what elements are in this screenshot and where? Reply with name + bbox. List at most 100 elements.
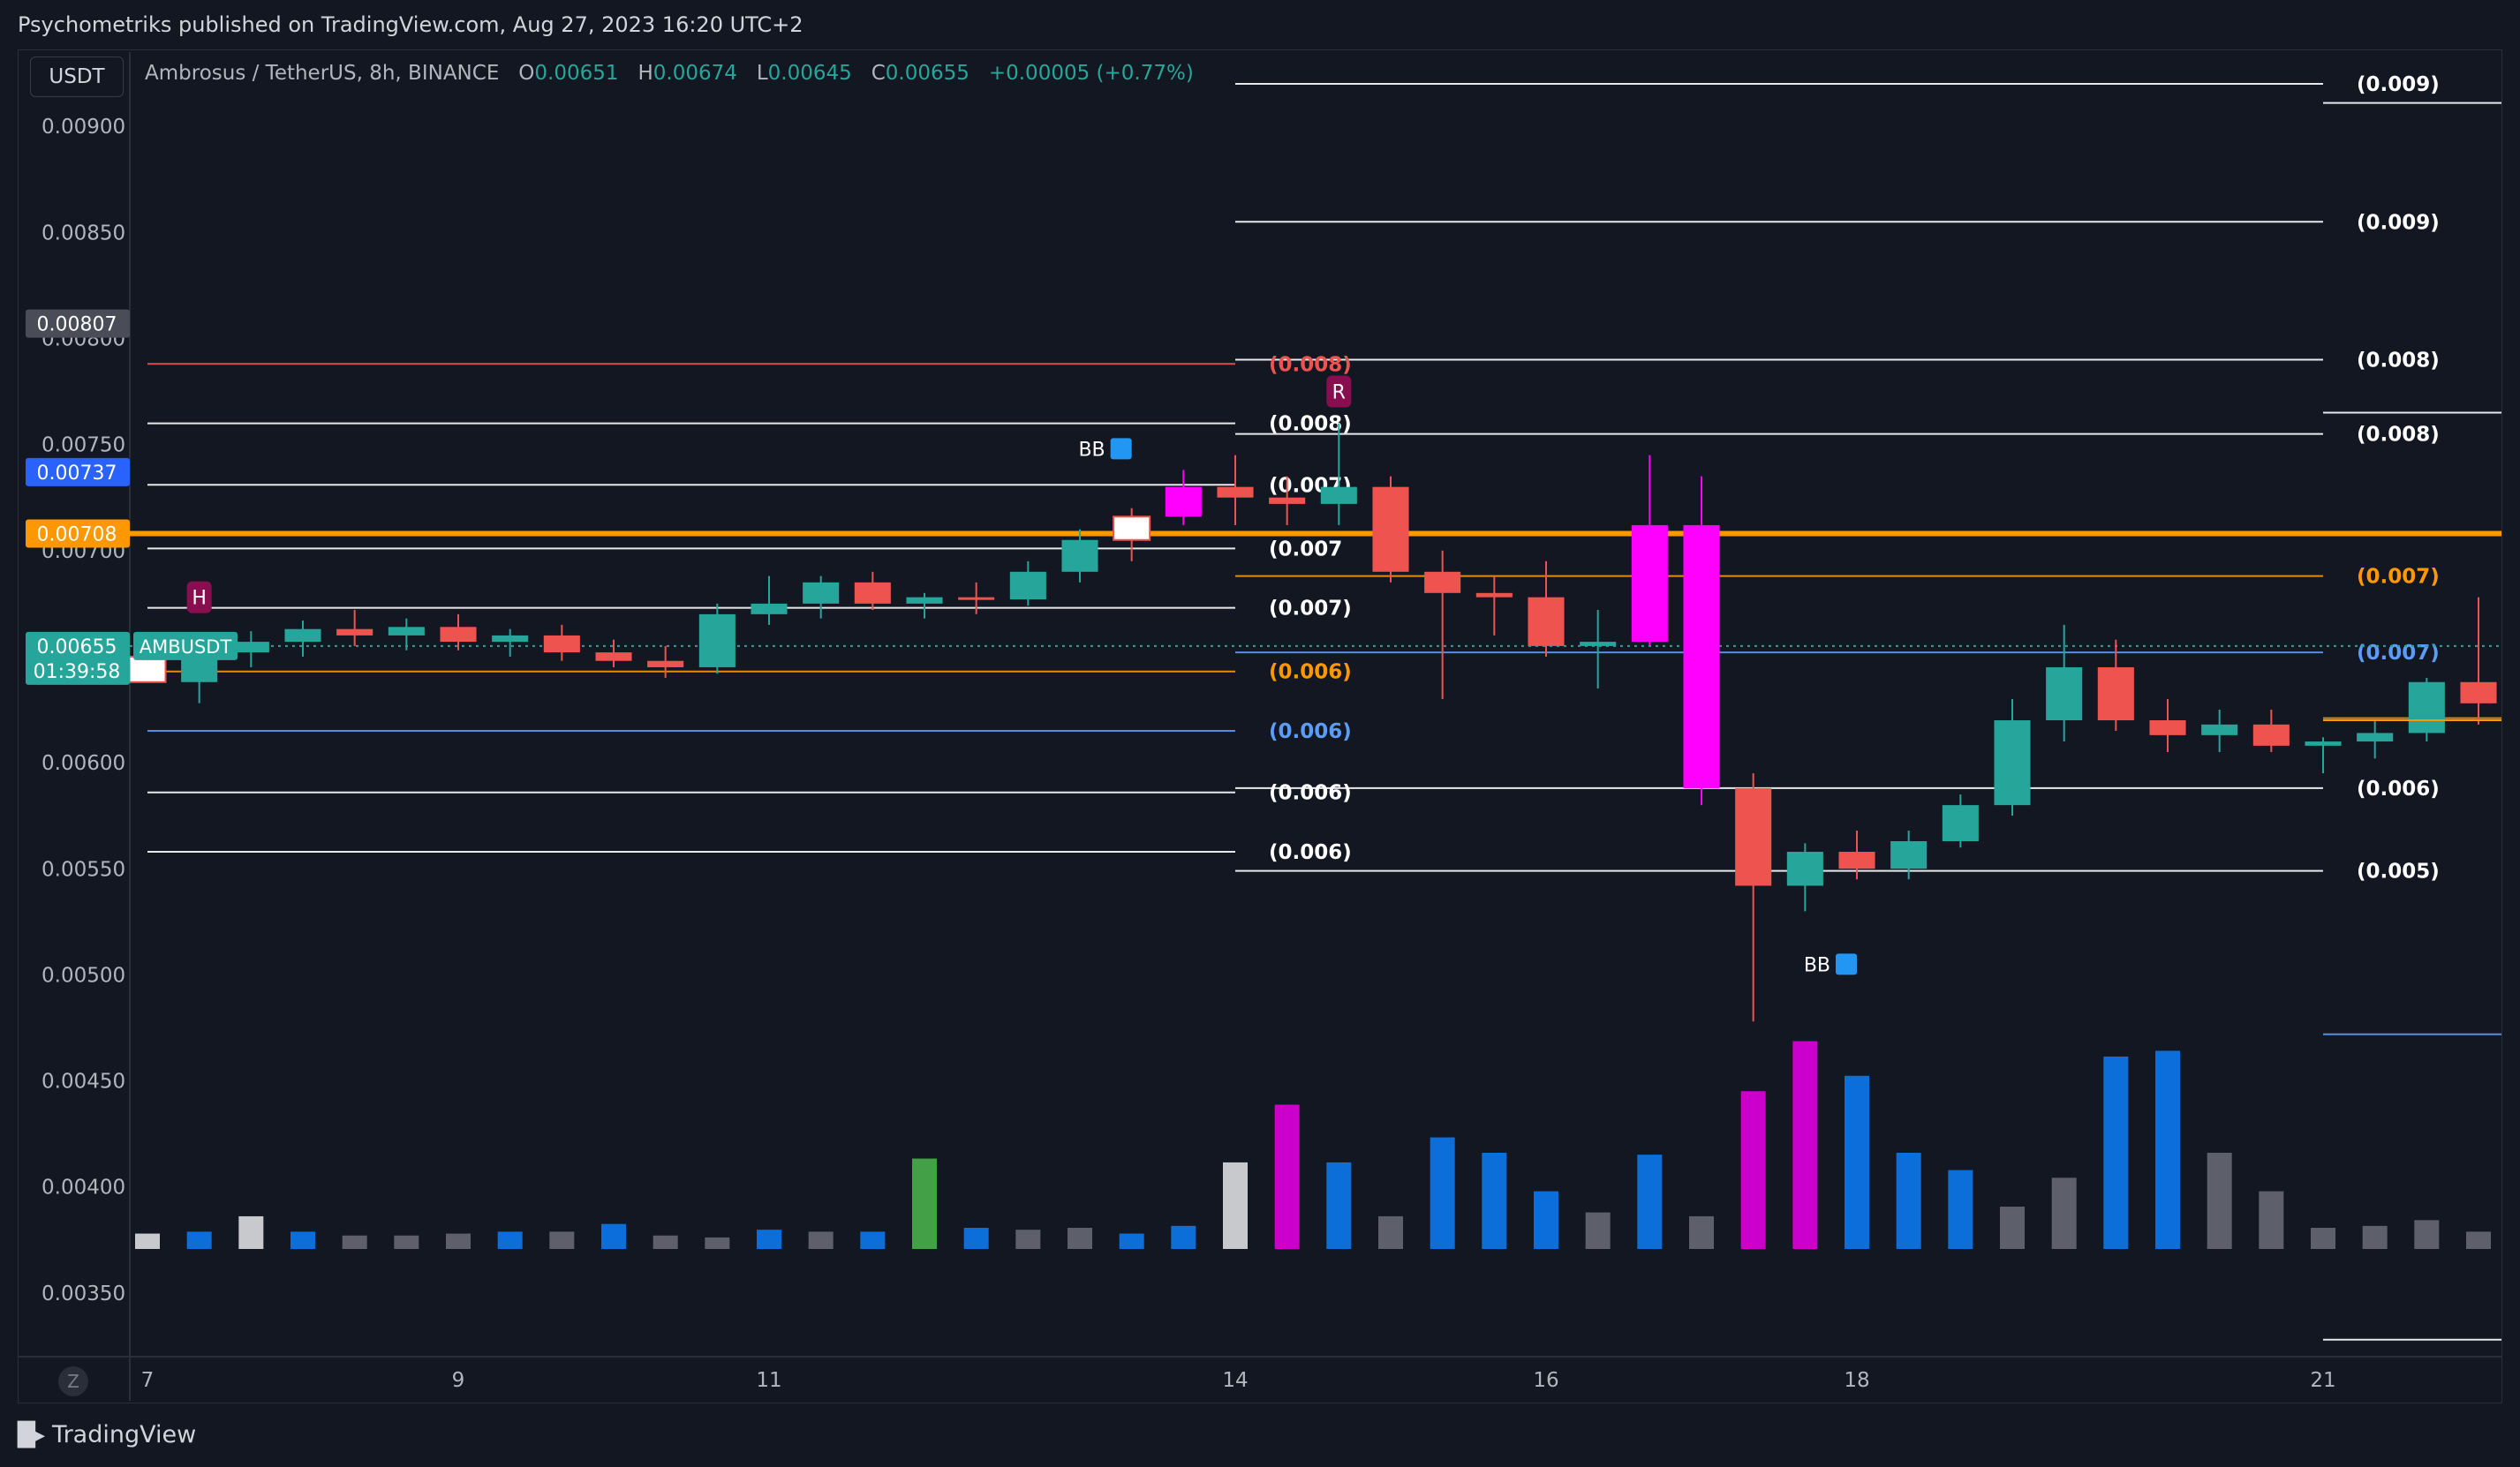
candle-body bbox=[647, 660, 684, 667]
tradingview-logo-icon: █▸ bbox=[18, 1421, 45, 1448]
level-label: (0.007) bbox=[2357, 566, 2440, 589]
arrow-down-icon bbox=[1836, 953, 1857, 975]
candle-body bbox=[128, 655, 167, 683]
volume-bar bbox=[1326, 1162, 1352, 1249]
volume-bar bbox=[2051, 1177, 2077, 1249]
volume-bar bbox=[2259, 1191, 2284, 1249]
candle-body bbox=[595, 652, 632, 661]
y-tick-label: 0.00900 bbox=[41, 116, 125, 139]
y-tick-label: 0.00750 bbox=[41, 434, 125, 457]
volume-bar bbox=[2207, 1153, 2232, 1249]
volume-bar bbox=[1948, 1170, 1973, 1249]
level-label: (0.008) bbox=[1269, 353, 1352, 376]
level-label: (0.007 bbox=[1269, 538, 1342, 560]
footer: █▸ TradingView bbox=[18, 1421, 196, 1448]
volume-bar bbox=[135, 1233, 160, 1249]
volume-bar bbox=[549, 1231, 575, 1249]
candle-body bbox=[1942, 805, 1979, 842]
candle-body bbox=[1009, 571, 1046, 600]
high-label: H bbox=[638, 62, 653, 85]
level-label: (0.006) bbox=[1269, 720, 1352, 743]
candle-body bbox=[181, 656, 218, 682]
volume-bar bbox=[1274, 1104, 1300, 1249]
x-tick-label: 21 bbox=[2310, 1369, 2335, 1392]
volume-bar bbox=[1223, 1162, 1248, 1249]
symbol-tag bbox=[133, 631, 238, 660]
volume-bar bbox=[808, 1231, 834, 1249]
candle-body bbox=[2149, 720, 2186, 735]
candle-body bbox=[2408, 681, 2445, 734]
volume-bar bbox=[1585, 1212, 1611, 1249]
candle-body bbox=[854, 582, 891, 604]
volume-bar bbox=[1119, 1233, 1144, 1249]
volume-bar bbox=[1068, 1228, 1092, 1249]
x-tick-label: 7 bbox=[141, 1369, 155, 1392]
price-axis-value: 0.00708 bbox=[37, 524, 117, 546]
volume-bar bbox=[1792, 1041, 1818, 1249]
zoom-button[interactable]: Z bbox=[58, 1366, 88, 1396]
high-value: 0.00674 bbox=[653, 62, 737, 85]
currency-selector[interactable]: USDT bbox=[30, 56, 124, 97]
close-label: C bbox=[871, 62, 886, 85]
candle-body bbox=[1580, 642, 1617, 646]
volume-bar bbox=[290, 1231, 315, 1249]
volume-bar bbox=[1171, 1225, 1196, 1249]
volume-bar bbox=[497, 1231, 523, 1249]
x-tick-label: 11 bbox=[756, 1369, 781, 1392]
candle-body bbox=[2305, 741, 2342, 746]
candle-body bbox=[388, 627, 425, 636]
pair-name: Ambrosus / TetherUS, 8h, BINANCE bbox=[145, 62, 500, 85]
candlestick-chart[interactable]: 0.009000.008500.008000.007500.007000.006… bbox=[19, 50, 2501, 1403]
close-value: 0.00655 bbox=[885, 62, 970, 85]
currency-label: USDT bbox=[49, 65, 105, 88]
publish-info: Psychometriks published on TradingView.c… bbox=[18, 12, 804, 37]
x-tick-label: 14 bbox=[1222, 1369, 1248, 1392]
volume-bar bbox=[2362, 1225, 2388, 1249]
y-tick-label: 0.00550 bbox=[41, 858, 125, 881]
volume-bar bbox=[2155, 1050, 2180, 1249]
candle-body bbox=[1631, 524, 1668, 643]
level-label: (0.007) bbox=[1269, 598, 1352, 621]
candle-body bbox=[1320, 486, 1357, 504]
candle-body bbox=[1165, 486, 1202, 517]
level-label: (0.009) bbox=[2357, 211, 2440, 234]
price-axis-tag bbox=[26, 519, 130, 548]
chart-panel[interactable]: 0.00900 0.00850 0.00800 0.00750 0.00700 0.006… bbox=[18, 49, 2502, 1403]
candle-body bbox=[1890, 841, 1928, 869]
price-axis-tag bbox=[26, 309, 130, 338]
volume-bar bbox=[963, 1228, 989, 1249]
open-label: O bbox=[518, 62, 535, 85]
volume-bar bbox=[446, 1233, 471, 1249]
level-label: (0.006) bbox=[1269, 841, 1352, 864]
candle-body bbox=[751, 603, 788, 614]
candle-body bbox=[958, 597, 995, 600]
candle-body bbox=[1061, 539, 1098, 572]
volume-bar bbox=[1845, 1075, 1869, 1249]
volume-bar bbox=[2000, 1207, 2025, 1249]
candle-body bbox=[284, 628, 321, 643]
arrow-up-icon bbox=[1110, 438, 1132, 460]
signal-badge bbox=[1326, 375, 1352, 408]
price-axis-value: 0.00737 bbox=[37, 463, 117, 485]
candle-body bbox=[2252, 724, 2290, 746]
level-label: (0.008) bbox=[2357, 349, 2440, 372]
volume-bar bbox=[186, 1231, 212, 1249]
volume-bar bbox=[1482, 1153, 1507, 1249]
volume-bar bbox=[757, 1230, 781, 1249]
open-value: 0.00651 bbox=[534, 62, 619, 85]
low-value: 0.00645 bbox=[767, 62, 852, 85]
change-value: +0.00005 (+0.77%) bbox=[988, 62, 1194, 85]
signal-badge-label: R bbox=[1332, 382, 1346, 404]
volume-bar bbox=[705, 1237, 730, 1249]
volume-bar bbox=[1740, 1091, 1766, 1249]
x-tick-label: 9 bbox=[452, 1369, 465, 1392]
signal-badge bbox=[186, 581, 212, 613]
zoom-label: Z bbox=[67, 1371, 79, 1392]
candle-body bbox=[1683, 524, 1720, 788]
volume-bar bbox=[1015, 1230, 1041, 1249]
y-tick-label: 0.00600 bbox=[41, 752, 125, 775]
candle-body bbox=[698, 613, 736, 667]
volume-bar bbox=[860, 1231, 886, 1249]
bb-marker-label: BB bbox=[1078, 439, 1105, 461]
y-tick-label: 0.00500 bbox=[41, 964, 125, 987]
